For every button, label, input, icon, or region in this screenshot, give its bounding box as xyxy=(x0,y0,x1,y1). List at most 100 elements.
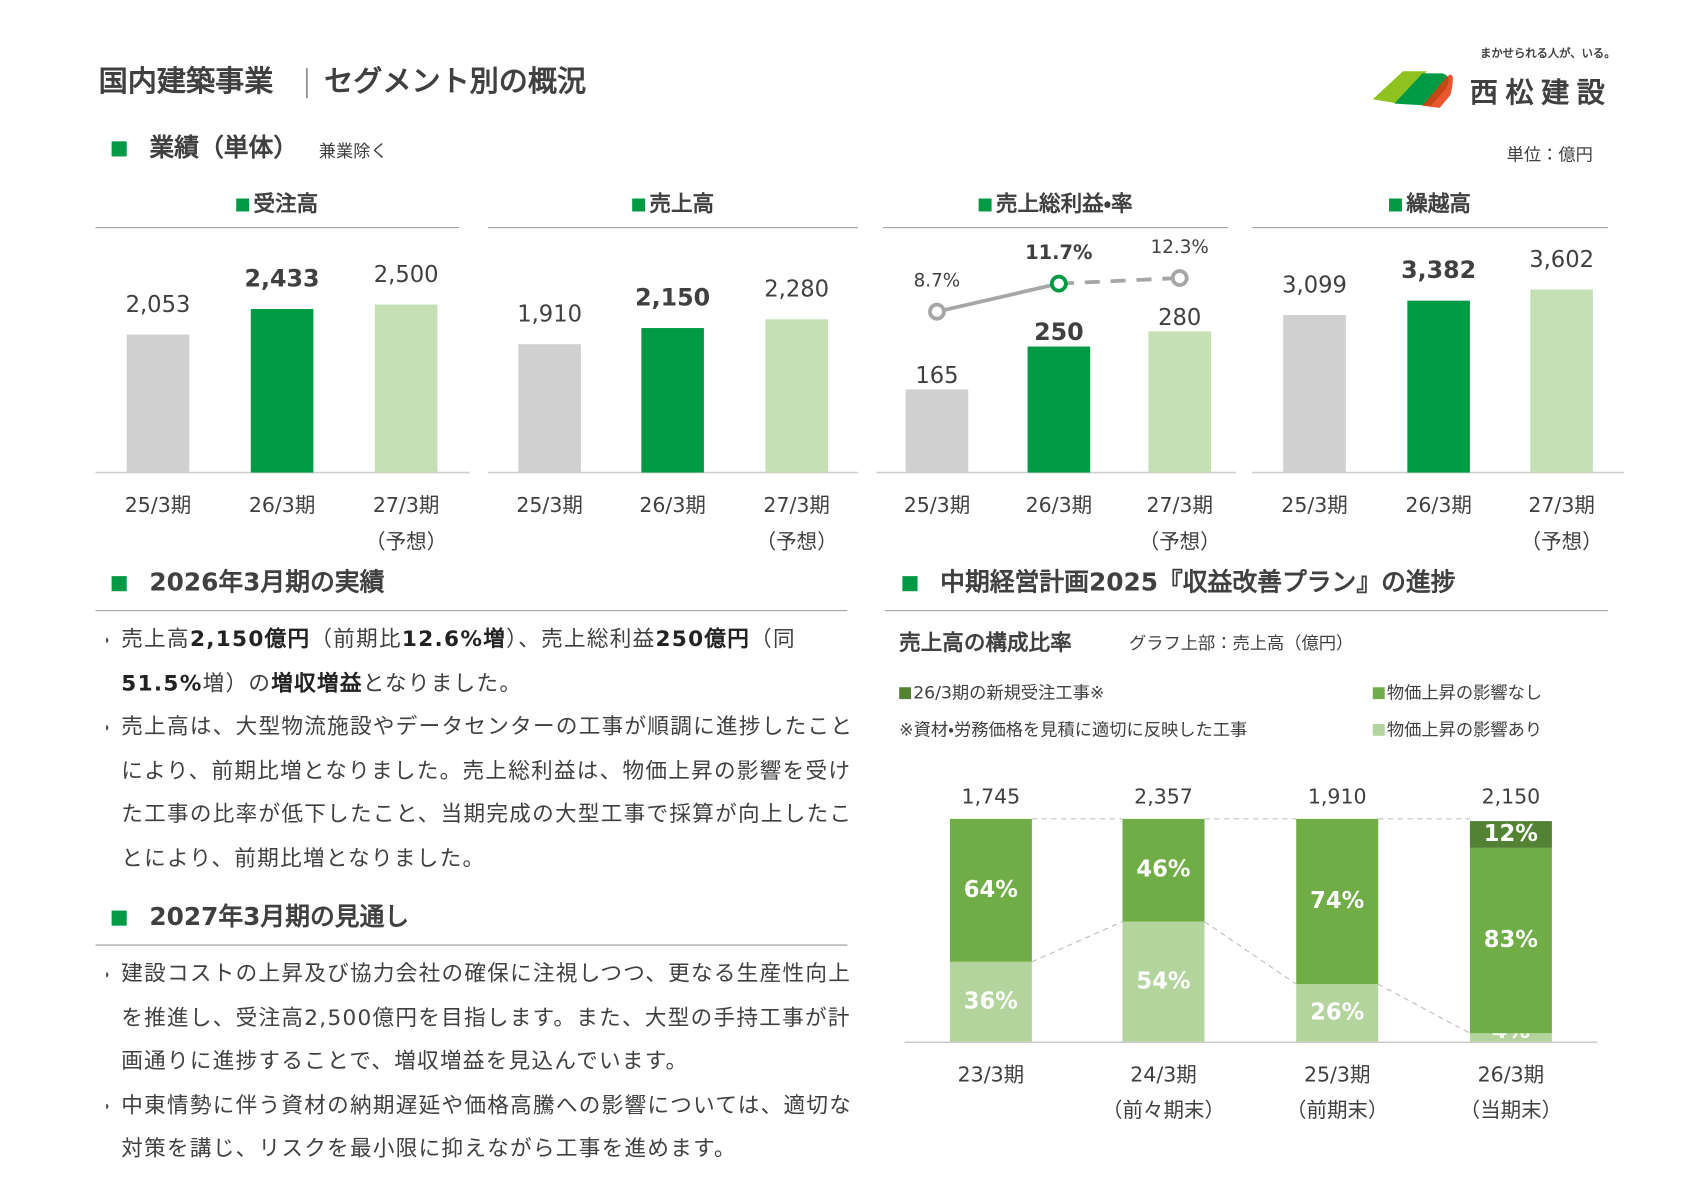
bar xyxy=(641,328,704,473)
legend-swatch xyxy=(1372,687,1385,700)
bold-run: 増収増益 xyxy=(271,669,363,696)
bar xyxy=(1027,346,1091,473)
connector xyxy=(1377,983,1471,1034)
section-heading: 2027年3月期の見通し xyxy=(149,902,409,931)
bullet: 売上高は、大型物流施設やデータセンターの工事が順調に進捗したことにより、前期比増… xyxy=(121,705,861,880)
bold-run: 2,150億円 xyxy=(189,625,311,652)
title-square xyxy=(978,198,992,212)
x-tick-label: 25/3期 xyxy=(1304,1063,1370,1087)
x-tick-label: 25/3期 xyxy=(125,493,191,517)
rate-marker xyxy=(928,302,946,321)
bold-run: 51.5% xyxy=(121,669,203,696)
segment-label: 54% xyxy=(1136,968,1190,994)
rate-label: 8.7% xyxy=(914,270,961,291)
total-label: 1,910 xyxy=(1308,784,1367,808)
rate-label: 12.3% xyxy=(1151,237,1209,258)
title-square xyxy=(1389,198,1402,212)
stacked-segment xyxy=(1122,921,1205,1043)
rate-line xyxy=(936,281,1060,314)
stacked-segment xyxy=(1469,1033,1552,1043)
segment-label: 26% xyxy=(1310,1000,1364,1026)
value-label: 3,099 xyxy=(1282,272,1347,298)
value-label: 280 xyxy=(1158,305,1201,331)
bullet-list: 建設コストの上昇及び協力会社の確保に注視しつつ、更なる生産性向上を推進し、受注高… xyxy=(106,952,861,1170)
title-left: 国内建築事業 xyxy=(99,64,275,98)
section-heading: 中期経営計画2025『収益改善プラン』の進捗 xyxy=(940,568,1456,597)
text-run: （同 xyxy=(750,625,796,652)
title-square xyxy=(236,198,250,212)
bar xyxy=(1530,289,1593,473)
outlook-text: 建設コストの上昇及び協力会社の確保に注視しつつ、更なる生産性向上を推進し、受注高… xyxy=(106,952,861,1179)
x-tick-label: 26/3期 xyxy=(1478,1063,1544,1087)
bar xyxy=(518,344,581,473)
stacked-segment xyxy=(1296,818,1379,985)
x-tick-sublabel: （予想） xyxy=(1139,530,1221,554)
segment-label: 74% xyxy=(1310,888,1364,914)
text-run: ）、売上総利益 xyxy=(506,625,656,652)
heading-square xyxy=(111,141,127,157)
rate-marker xyxy=(1170,269,1189,287)
total-label: 2,150 xyxy=(1482,784,1541,808)
text-run: 売上高 xyxy=(121,625,190,652)
results-body: 売上高2,150億円（前期比12.6%増）、売上総利益250億円（同51.5%増… xyxy=(106,617,861,879)
outlook-body: 建設コストの上昇及び協力会社の確保に注視しつつ、更なる生産性向上を推進し、受注高… xyxy=(106,952,861,1170)
chart-title: 売上総利益・率 xyxy=(996,191,1133,217)
text-run: 中東情勢に伴う資材の納期遅延や価格高騰への影響については、適切な対策を講じ、リス… xyxy=(121,1091,853,1161)
bold-run: 250億円 xyxy=(655,625,751,652)
x-tick-label: 26/3期 xyxy=(1405,493,1471,517)
chart-title: 売上高の構成比率 xyxy=(899,630,1072,656)
stacked-segment xyxy=(1469,821,1552,848)
title-square xyxy=(632,198,646,212)
text-run: となりました。 xyxy=(362,669,523,696)
stacked-segment xyxy=(1296,984,1379,1043)
segment-label: 12% xyxy=(1484,821,1538,847)
value-label: 2,433 xyxy=(245,264,320,292)
value-label: 165 xyxy=(915,363,958,389)
x-tick-sublabel: （当期末） xyxy=(1460,1098,1562,1122)
stacked-segment xyxy=(949,818,1032,962)
value-label: 2,500 xyxy=(374,262,439,288)
value-label: 3,382 xyxy=(1401,256,1476,284)
bar xyxy=(1148,331,1211,473)
x-tick-label: 23/3期 xyxy=(958,1063,1024,1087)
x-tick-sublabel: （予想） xyxy=(365,530,447,554)
title-right: セグメント別の概況 xyxy=(324,64,586,98)
x-tick-label: 25/3期 xyxy=(1281,493,1347,517)
results-text: 売上高2,150億円（前期比12.6%増）、売上総利益250億円（同51.5%増… xyxy=(106,617,861,887)
value-label: 2,053 xyxy=(126,292,191,318)
rate-marker xyxy=(1049,274,1068,293)
text-run: 建設コストの上昇及び協力会社の確保に注視しつつ、更なる生産性向上を推進し、受注高… xyxy=(121,960,852,1074)
company-name: 西松建設 xyxy=(1470,76,1612,109)
chart-title: 受注高 xyxy=(253,191,318,217)
bullet: 売上高2,150億円（前期比12.6%増）、売上総利益250億円（同51.5%増… xyxy=(121,617,861,704)
bullet: 建設コストの上昇及び協力会社の確保に注視しつつ、更なる生産性向上を推進し、受注高… xyxy=(121,952,861,1083)
legend-label: 26/3期の新規受注工事※ xyxy=(913,684,1104,704)
legend-swatch xyxy=(1372,723,1385,736)
legend-swatch xyxy=(899,687,912,700)
text-run: 売上高は、大型物流施設やデータセンターの工事が順調に進捗したことにより、前期比増… xyxy=(121,713,854,871)
x-tick-label: 24/3期 xyxy=(1130,1063,1196,1087)
total-label: 2,357 xyxy=(1134,784,1193,808)
segment-label: 46% xyxy=(1136,857,1190,883)
x-tick-label: 27/3期 xyxy=(1528,493,1594,517)
heading-square xyxy=(902,576,918,592)
rate-line xyxy=(1058,276,1180,286)
stacked-segment xyxy=(1122,818,1205,922)
value-label: 250 xyxy=(1034,318,1084,346)
x-tick-label: 25/3期 xyxy=(516,493,582,517)
value-label: 2,280 xyxy=(764,277,829,303)
stacked-segment xyxy=(1469,847,1552,1034)
x-tick-label: 27/3期 xyxy=(1146,493,1212,517)
x-tick-sublabel: （前々期末） xyxy=(1102,1098,1225,1122)
x-tick-label: 26/3期 xyxy=(1026,493,1092,517)
bar xyxy=(1283,315,1346,473)
x-tick-label: 25/3期 xyxy=(904,493,970,517)
x-tick-sublabel: （予想） xyxy=(756,530,838,554)
section-note: 兼業除く xyxy=(319,142,388,162)
x-tick-label: 26/3期 xyxy=(249,493,315,517)
chart-note: ※資材・労務価格を見積に適切に反映した工事 xyxy=(899,720,1247,740)
connector xyxy=(1031,921,1123,963)
legend-label: 物価上昇の影響あり xyxy=(1387,720,1542,740)
